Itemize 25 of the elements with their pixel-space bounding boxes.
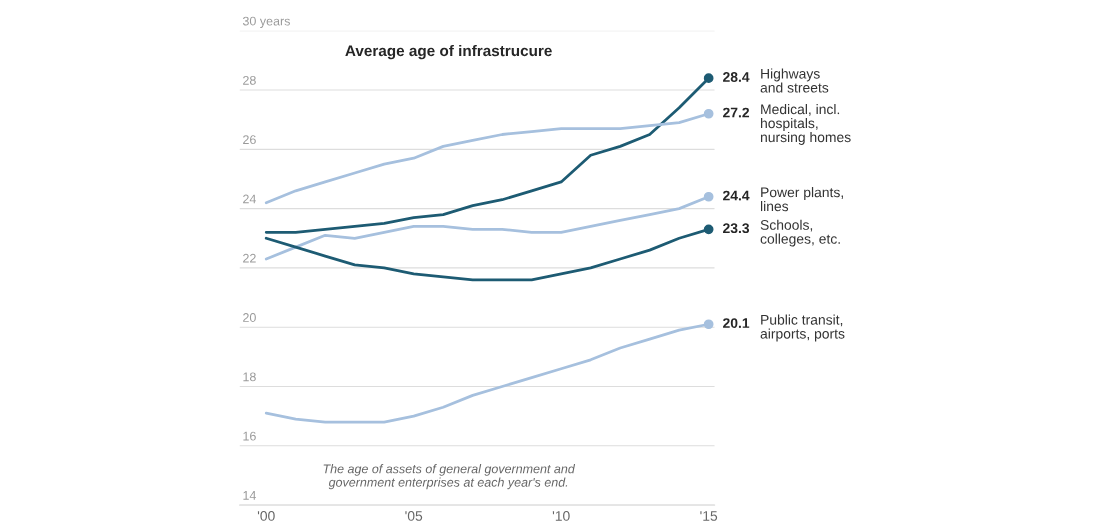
x-tick-label: '05 <box>405 511 423 521</box>
x-tick-label: '10 <box>552 511 570 521</box>
text: Public transit, airports, ports <box>760 314 845 342</box>
data-label: 27.2 <box>723 107 750 118</box>
y-tick-label: 28 <box>243 75 256 85</box>
data-label: 23.3 <box>723 223 750 234</box>
y-tick-label: 18 <box>243 372 256 382</box>
data-label: 20.1 <box>723 318 750 328</box>
x-tick-label: '15 <box>700 511 718 521</box>
y-tick-label: 26 <box>243 135 256 145</box>
y-tick-label: 22 <box>243 253 256 263</box>
text: Highways and streets <box>760 68 829 93</box>
y-tick-label: 16 <box>243 431 256 441</box>
y-tick-label: 24 <box>243 194 256 204</box>
data-label: 28.4 <box>723 72 750 82</box>
y-tick-label: 20 <box>243 313 256 322</box>
x-tick-label: '00 <box>257 511 275 521</box>
text: Medical, incl. hospitals, nursing homes <box>760 104 851 145</box>
text: Schools, colleges, etc. <box>760 219 840 247</box>
y-tick-label: 30 years <box>242 16 290 28</box>
data-label: 24.4 <box>723 190 750 201</box>
text: Average age of infrastrucure <box>345 44 552 60</box>
annotation: The age of assets of general government and government enterprises at each year's end. <box>323 464 576 490</box>
text: Power plants, lines <box>760 187 843 212</box>
y-tick-label: 14 <box>243 491 256 500</box>
